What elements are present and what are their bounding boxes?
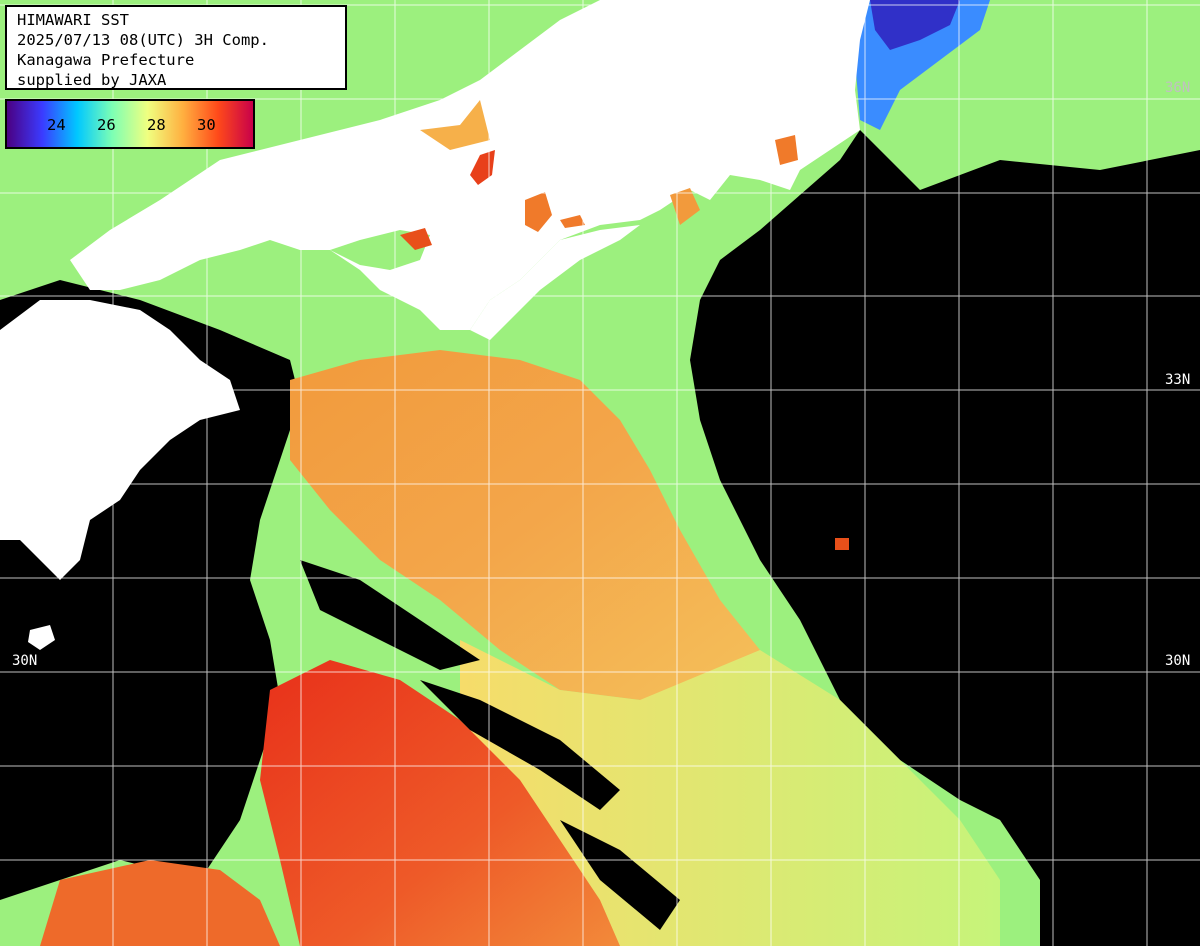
bay-north: [420, 100, 490, 150]
warm-patch-east: [835, 538, 849, 550]
lat-label-right-36: 36N: [1165, 80, 1191, 96]
sea-warm-core: [290, 350, 760, 700]
lat-label-left-30: 30N: [12, 653, 38, 669]
sea-hot-south: [260, 660, 620, 946]
bay-mikawa: [560, 215, 585, 228]
sea-ne-very-cold: [870, 0, 960, 50]
title-box: HIMAWARI SST 2025/07/13 08(UTC) 3H Comp.…: [5, 5, 347, 90]
title-line-2: 2025/07/13 08(UTC) 3H Comp.: [17, 31, 269, 49]
title-line-1: HIMAWARI SST: [17, 11, 129, 29]
title-line-3: Kanagawa Prefecture: [17, 51, 195, 69]
legend-tick-label: 30: [197, 116, 216, 134]
land-island-south: [28, 625, 55, 650]
land-kyushu: [0, 300, 240, 580]
title-line-4: supplied by JAXA: [17, 71, 167, 89]
cloud-streak-south2: [560, 820, 680, 930]
legend-tick-label: 28: [147, 116, 166, 134]
bay-ise: [525, 192, 552, 232]
land-kii-peninsula: [470, 225, 640, 340]
cloud-streak-mid: [300, 560, 480, 670]
bay-osaka: [400, 228, 432, 250]
color-scale-legend: 24 26 28 30: [5, 99, 255, 149]
bay-tokyo: [775, 135, 798, 165]
lat-label-right-30: 30N: [1165, 653, 1191, 669]
cloud-east: [720, 180, 1200, 946]
lat-label-right-33: 33N: [1165, 372, 1191, 388]
sea-hot-sw-corner: [40, 860, 280, 946]
land-island-west: [10, 370, 30, 395]
legend-tick-label: 26: [97, 116, 116, 134]
legend-tick-label: 24: [47, 116, 66, 134]
cloud-streak-south: [420, 680, 620, 810]
land-honshu: [70, 0, 870, 330]
